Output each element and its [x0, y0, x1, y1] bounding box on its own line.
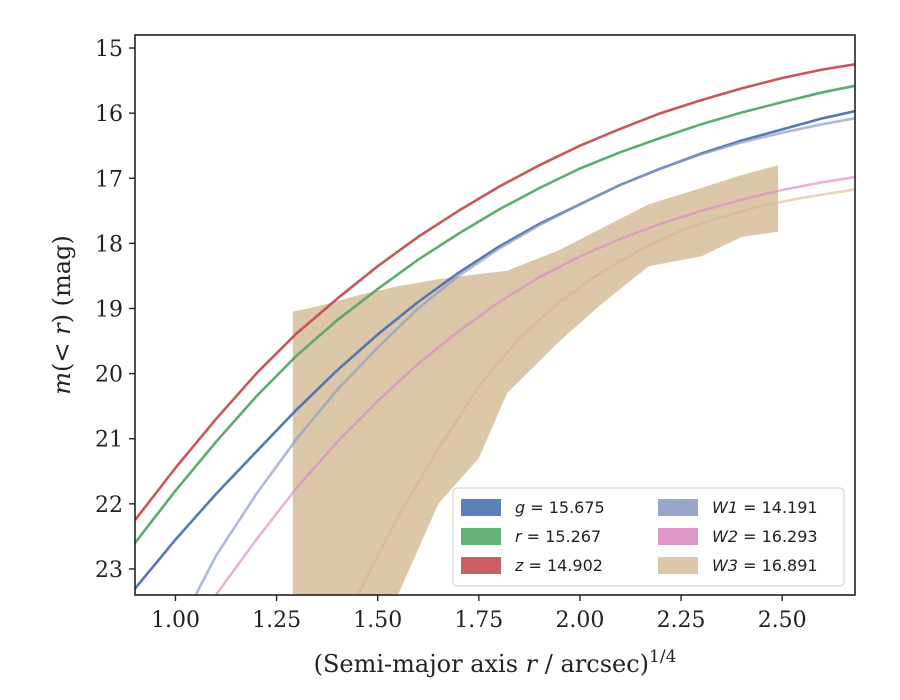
- legend-label-w3: W3 = 16.891: [712, 556, 818, 575]
- x-tick-label: 2.25: [657, 608, 706, 633]
- y-axis-ticks: 15 16 17 18 19 20 21 22 23: [95, 37, 135, 583]
- legend-label-z: z = 14.902: [514, 556, 603, 575]
- y-axis-label: m(< r) (mag): [48, 235, 76, 395]
- legend-label-r: r = 15.267: [515, 527, 601, 546]
- y-tick-label: 21: [95, 428, 123, 453]
- x-tick-label: 1.00: [151, 608, 200, 633]
- legend-swatch-g: [461, 499, 501, 516]
- y-axis-label-var: m: [48, 372, 76, 395]
- x-tick-label: 1.25: [252, 608, 301, 633]
- series-line-z: [135, 63, 855, 522]
- y-tick-label: 15: [95, 37, 123, 62]
- legend-label-w2: W2 = 16.293: [712, 527, 818, 546]
- legend-swatch-r: [461, 528, 501, 545]
- y-tick-label: 18: [95, 232, 123, 257]
- x-axis-label-var: r: [526, 650, 539, 678]
- legend-label-w1: W1 = 14.191: [712, 498, 818, 517]
- series-line-r: [135, 84, 855, 545]
- legend-frame: [452, 487, 845, 587]
- y-tick-label: 19: [95, 297, 123, 322]
- plot-frame: [134, 34, 856, 596]
- legend: g = 15.675 r = 15.267 z = 14.902 W1 = 14.19…: [452, 487, 845, 587]
- y-tick-label: 20: [95, 363, 123, 388]
- series-line-g: [135, 109, 855, 590]
- x-axis-label: (Semi-major axis r / arcsec)1/4: [314, 647, 677, 678]
- y-tick-label: 16: [95, 102, 123, 127]
- series-line-w2: [214, 175, 855, 595]
- x-tick-label: 2.50: [758, 608, 807, 633]
- x-tick-label: 1.75: [454, 608, 503, 633]
- y-axis-label-r: r: [48, 322, 76, 335]
- y-tick-label: 17: [95, 167, 123, 192]
- x-axis-label-post: / arcsec): [537, 650, 649, 678]
- legend-swatch-w2: [658, 528, 698, 545]
- series-layer: [135, 63, 855, 595]
- legend-swatch-w1: [658, 499, 698, 516]
- legend-label-g: g = 15.675: [515, 498, 605, 517]
- y-tick-label: 23: [95, 558, 123, 583]
- x-tick-label: 1.50: [353, 608, 402, 633]
- y-tick-label: 22: [95, 493, 123, 518]
- y-axis-label-close: ) (mag): [48, 235, 76, 323]
- legend-swatch-w3: [658, 557, 698, 574]
- series-line-w1: [194, 117, 855, 595]
- y-axis-label-open: (<: [48, 335, 76, 372]
- x-axis-label-sup: 1/4: [649, 647, 676, 667]
- x-axis-label-pre: (Semi-major axis: [314, 650, 526, 678]
- x-tick-label: 2.00: [555, 608, 604, 633]
- legend-swatch-z: [461, 557, 501, 574]
- x-axis-ticks: 1.00 1.25 1.50 1.75 2.00 2.25 2.50: [151, 595, 807, 633]
- series-line-w3: [356, 188, 855, 595]
